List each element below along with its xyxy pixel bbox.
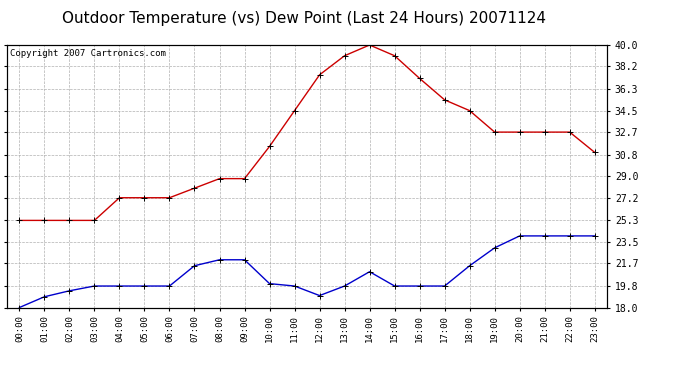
Text: Outdoor Temperature (vs) Dew Point (Last 24 Hours) 20071124: Outdoor Temperature (vs) Dew Point (Last… xyxy=(61,11,546,26)
Text: Copyright 2007 Cartronics.com: Copyright 2007 Cartronics.com xyxy=(10,49,166,58)
